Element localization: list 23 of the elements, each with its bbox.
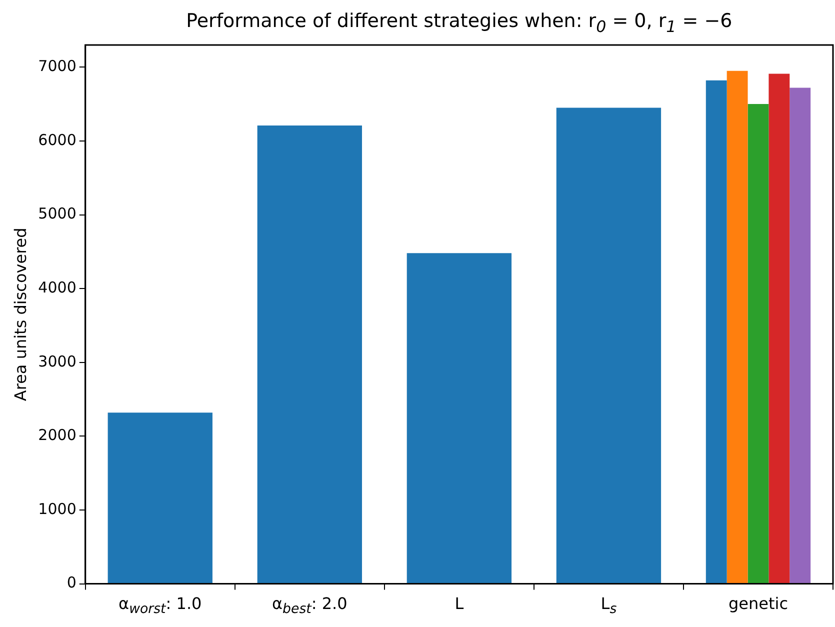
y-tick-label: 4000 (38, 278, 76, 296)
y-tick-label: 7000 (38, 57, 76, 76)
y-tick-label: 2000 (38, 426, 76, 444)
chart-title: Performance of different strategies when: r$_{0}$ = 0, r$_{1}$ = −6 (186, 10, 732, 36)
x-tick-label: genetic (728, 594, 788, 613)
x-tick-label: L (454, 594, 464, 613)
y-tick-label: 1000 (38, 500, 76, 518)
y-axis-title: Area units discovered (10, 228, 30, 402)
bar (768, 74, 790, 584)
x-tick-label: α$_{best}$: 2.0 (272, 594, 348, 617)
y-tick-label: 6000 (38, 130, 76, 149)
bar (748, 104, 769, 584)
bar (556, 108, 662, 584)
y-tick-label: 0 (66, 574, 76, 592)
x-tick-label: α$_{worst}$: 1.0 (118, 594, 202, 617)
bar (726, 70, 748, 584)
y-tick-label: 3000 (38, 352, 76, 370)
y-tick-label: 5000 (38, 204, 76, 223)
bar (108, 412, 212, 584)
bar (406, 253, 512, 584)
x-tick-label: L$_{s}$ (600, 594, 617, 617)
bar (790, 88, 811, 584)
bar (257, 125, 362, 584)
